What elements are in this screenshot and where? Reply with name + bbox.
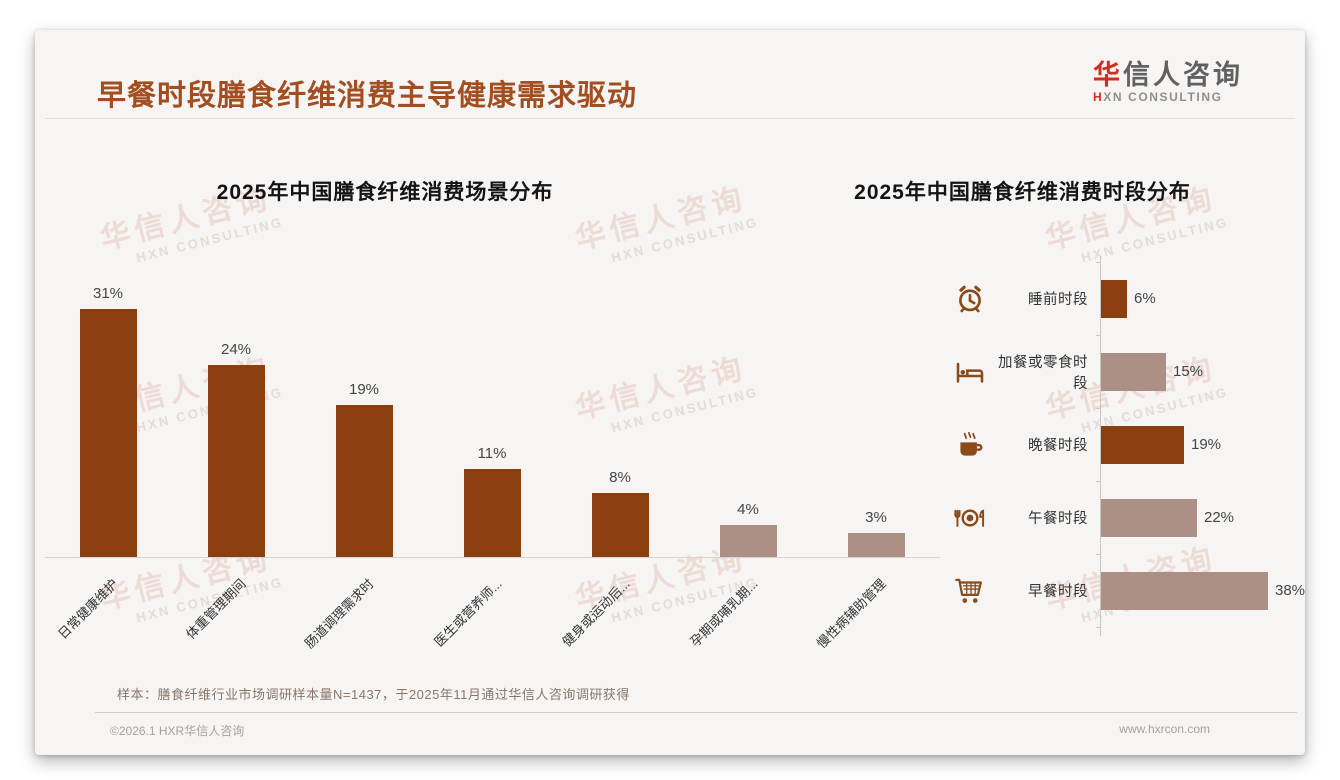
scene-bar-value-label: 8% (609, 469, 631, 486)
scene-bar (336, 405, 393, 557)
scene-bar (80, 309, 137, 557)
axis-tick (1096, 554, 1100, 555)
time-bar-value-label: 38% (1275, 582, 1305, 599)
scene-bar-category-label: 慢性病辅助管理 (813, 576, 889, 652)
copyright-text: ©2026.1 HXR华信人咨询 (110, 724, 245, 738)
time-bar (1100, 352, 1166, 391)
footer-divider (95, 712, 1297, 713)
time-bar-value-label: 15% (1173, 363, 1204, 380)
time-bar (1100, 498, 1197, 537)
time-distribution-chart: 睡前时段 6% 加餐或零食时段 15% 晚餐时段 19% 午餐时段 22% 早餐时段 38% (915, 256, 1305, 636)
scene-bar-value-label: 19% (348, 381, 380, 398)
scene-bar-category-label: 日常健康维护 (54, 576, 121, 642)
scene-bar-value-label: 31% (92, 285, 124, 302)
time-chart-row: 午餐时段 22% (915, 481, 1305, 554)
axis-tick (1096, 627, 1100, 628)
scene-bar-value-label: 3% (865, 509, 887, 526)
time-chart-row: 加餐或零食时段 15% (915, 335, 1305, 408)
scene-chart-category-labels: 日常健康维护 体重管理期间 肠道调理需求时 医生或营养师... 健身或运动后... 孕期或… (45, 564, 940, 679)
scene-bar-category-label: 医生或营养师... (431, 576, 505, 650)
axis-tick (1096, 481, 1100, 482)
time-chart-row: 睡前时段 6% (915, 262, 1305, 335)
time-bar-area: 19% (1100, 425, 1222, 464)
plate-cutlery-icon (949, 502, 991, 534)
scene-bar (208, 365, 265, 557)
time-bar (1100, 425, 1184, 464)
scene-chart-title: 2025年中国膳食纤维消费场景分布 (216, 181, 554, 204)
footer: ©2026.1 HXR华信人咨询 www.hxrcon.com (110, 722, 1210, 739)
time-category-label: 早餐时段 (1028, 584, 1088, 600)
time-category-label: 睡前时段 (1028, 292, 1088, 308)
alarm-clock-icon (949, 283, 991, 315)
axis-tick (1096, 335, 1100, 336)
time-chart-row: 早餐时段 38% (915, 554, 1305, 627)
website-url: www.hxrcon.com (1119, 722, 1210, 736)
axis-tick (1096, 262, 1100, 263)
time-chart-row: 晚餐时段 19% (915, 408, 1305, 481)
logo-chinese-text: 华信人咨询 (1093, 60, 1243, 90)
scene-bar-value-label: 11% (477, 445, 507, 462)
time-bar-area: 15% (1100, 352, 1204, 391)
time-bar (1100, 279, 1127, 318)
time-bar-area: 22% (1100, 498, 1235, 537)
scene-bar (464, 469, 521, 557)
logo-english-text: HXN CONSULTING (1093, 90, 1223, 105)
shopping-cart-icon (949, 575, 991, 607)
scene-bar (592, 493, 649, 557)
scene-bar-value-label: 4% (737, 501, 759, 518)
report-card: 华信人咨询 HXN CONSULTING 华信人咨询 HXN CONSULTING 华信… (35, 30, 1305, 755)
page-title: 早餐时段膳食纤维消费主导健康需求驱动 (97, 80, 638, 112)
scene-bar (720, 525, 777, 557)
scene-distribution-chart: 31% 24% 19% 11% 8% 4% 3% (45, 178, 940, 558)
time-bar-area: 38% (1100, 571, 1305, 610)
time-bar-area: 6% (1100, 279, 1156, 318)
header-divider (45, 118, 1295, 119)
time-bar-value-label: 22% (1204, 509, 1235, 526)
scene-bar-category-label: 体重管理期间 (182, 576, 249, 642)
scene-bar (848, 533, 905, 557)
time-bar (1100, 571, 1268, 610)
company-logo: 华信人咨询 HXN CONSULTING (1093, 60, 1243, 105)
time-bar-value-label: 19% (1191, 436, 1222, 453)
coffee-cup-icon (949, 429, 991, 461)
time-category-label: 加餐或零食时段 (998, 354, 1088, 392)
scene-bar-category-label: 孕期或哺乳期... (687, 576, 761, 650)
time-category-label: 晚餐时段 (1028, 438, 1088, 454)
sample-note: 样本：膳食纤维行业市场调研样本量N=1437，于2025年11月通过华信人咨询调… (117, 687, 630, 702)
time-chart-title: 2025年中国膳食纤维消费时段分布 (854, 181, 1191, 204)
scene-bar-category-label: 健身或运动后... (559, 576, 633, 650)
scene-bar-value-label: 24% (220, 341, 252, 358)
time-bar-value-label: 6% (1134, 290, 1156, 307)
bed-icon (949, 356, 991, 388)
time-category-label: 午餐时段 (1028, 511, 1088, 527)
scene-bar-category-label: 肠道调理需求时 (301, 576, 377, 652)
axis-tick (1096, 408, 1100, 409)
time-chart-axis (1100, 256, 1101, 636)
